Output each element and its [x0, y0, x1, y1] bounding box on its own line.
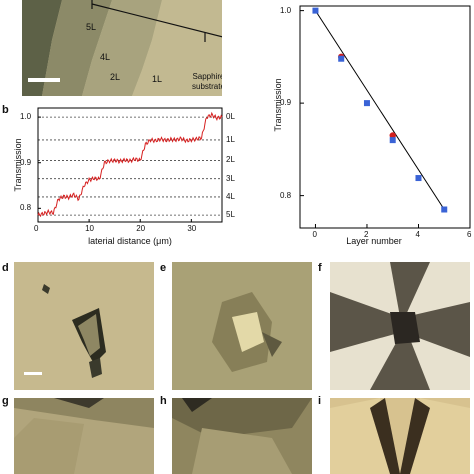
micrograph-e: [172, 262, 312, 390]
micrograph-h: [172, 398, 312, 474]
transmission-profile-line: [37, 111, 223, 218]
panel-a-micrograph: 5L 4L 2L 1L Sapphire substrate: [22, 0, 222, 96]
chart-b-frame: [37, 107, 223, 223]
layer-label-2l: 2L: [110, 72, 121, 82]
level-label-2l: 2L: [226, 155, 235, 165]
data-point-square: [415, 175, 422, 182]
data-point-square: [441, 206, 448, 213]
chart-c-frame: [299, 5, 471, 229]
linear-fit-line: [315, 10, 445, 210]
chart-b-xtick-label: 0: [34, 224, 39, 233]
chart-b-xtick-label: 10: [85, 224, 95, 233]
panel-letter-b: b: [2, 104, 9, 116]
panel-letter-i: i: [318, 395, 322, 407]
layer-label-4l: 4L: [100, 52, 111, 62]
chart-c-ytick-label: 0.8: [280, 190, 292, 200]
data-point-square: [363, 100, 370, 107]
chart-b-xtick-label: 30: [187, 224, 197, 233]
line-profile-chart: [37, 107, 223, 223]
level-label-0l: 0L: [226, 112, 235, 122]
micrograph-i: [330, 398, 470, 474]
chart-c-xtick-label: 4: [415, 230, 420, 239]
micrograph-d: [14, 262, 154, 390]
layer-label-5l: 5L: [86, 22, 97, 32]
chart-c-xtick-label: 2: [363, 230, 369, 239]
panel-letter-e: e: [160, 262, 167, 274]
panel-letter-g: g: [2, 395, 9, 407]
chart-c-ytick-label: 0.9: [280, 98, 292, 108]
micrograph-g: [14, 398, 154, 474]
panel-letter-h: h: [160, 395, 167, 407]
layer-label-1l: 1L: [152, 74, 163, 84]
level-label-5l: 5L: [226, 210, 235, 220]
panel-letter-f: f: [318, 262, 322, 274]
chart-b-xtick-label: 20: [136, 224, 146, 233]
level-label-1l: 1L: [226, 134, 235, 144]
data-point-square: [338, 55, 345, 62]
chart-c-xlabel: Layer number: [346, 236, 402, 246]
scale-bar: [28, 78, 60, 82]
transmission-vs-layer-chart: [299, 5, 471, 229]
level-label-3l: 3L: [226, 173, 235, 183]
scan-line: [91, 3, 222, 38]
micrograph-f: [330, 262, 470, 390]
level-label-4l: 4L: [226, 191, 235, 201]
panel-a-image: [22, 0, 222, 96]
chart-b-ytick-label: 1.0: [20, 112, 32, 122]
chart-c-xtick-label: 6: [467, 230, 472, 239]
chart-b-ytick-label: 0.8: [20, 203, 32, 213]
chart-c-ytick-label: 1.0: [280, 5, 292, 15]
substrate-label: Sapphire substrate: [192, 72, 222, 91]
chart-b-xlabel: laterial distance (μm): [88, 236, 172, 246]
scale-bar-d: [24, 372, 42, 375]
data-point-square: [389, 137, 396, 144]
data-point-circle: [389, 132, 396, 139]
chart-b-ytick-label: 0.9: [20, 157, 32, 167]
data-point-square: [312, 7, 319, 14]
panel-letter-d: d: [2, 262, 9, 274]
chart-c-xtick-label: 0: [312, 230, 317, 239]
